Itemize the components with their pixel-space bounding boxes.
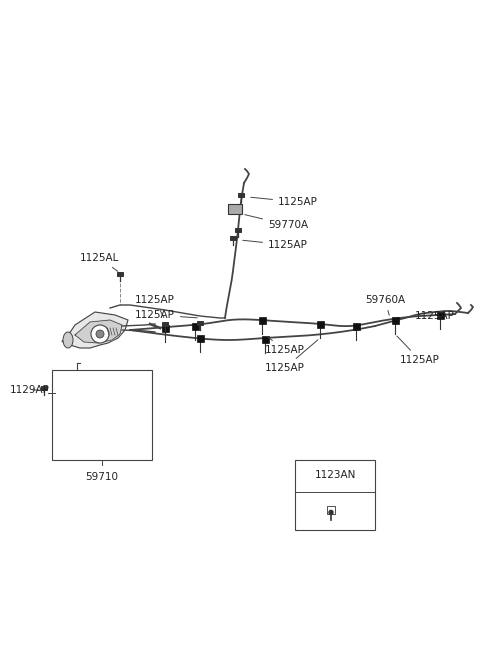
Bar: [436, 312, 444, 318]
Bar: [192, 322, 199, 329]
Text: 59760A: 59760A: [365, 295, 405, 315]
Ellipse shape: [63, 332, 73, 348]
FancyBboxPatch shape: [228, 204, 242, 214]
Text: 1125AP: 1125AP: [243, 240, 308, 250]
FancyBboxPatch shape: [117, 272, 123, 276]
Bar: [316, 320, 324, 328]
Bar: [295, 460, 375, 530]
Bar: [52, 370, 152, 460]
Circle shape: [96, 330, 104, 338]
Polygon shape: [75, 320, 122, 343]
FancyBboxPatch shape: [238, 193, 244, 197]
Bar: [196, 335, 204, 341]
FancyBboxPatch shape: [197, 320, 203, 326]
Text: 1125AP: 1125AP: [265, 337, 305, 355]
Text: 59770A: 59770A: [245, 215, 308, 230]
Polygon shape: [62, 312, 128, 348]
Bar: [161, 324, 168, 331]
Text: 1125AP: 1125AP: [415, 311, 455, 321]
Text: 1125AP: 1125AP: [135, 295, 175, 318]
Bar: [262, 335, 268, 343]
Text: 59710: 59710: [85, 472, 119, 482]
Text: 1125AP: 1125AP: [265, 340, 318, 373]
Bar: [352, 322, 360, 329]
Circle shape: [91, 325, 109, 343]
FancyBboxPatch shape: [235, 227, 241, 233]
Text: 1125AP: 1125AP: [135, 310, 197, 320]
Circle shape: [329, 510, 333, 514]
FancyBboxPatch shape: [230, 236, 236, 240]
Text: 1125AL: 1125AL: [80, 253, 120, 271]
FancyBboxPatch shape: [327, 506, 335, 514]
Text: 1125AP: 1125AP: [397, 336, 440, 365]
Text: 1125AP: 1125AP: [251, 197, 318, 207]
FancyBboxPatch shape: [162, 322, 168, 326]
Bar: [259, 316, 265, 324]
Text: 1129AP: 1129AP: [10, 385, 50, 395]
Text: 1123AN: 1123AN: [314, 470, 356, 480]
Bar: [392, 316, 398, 324]
FancyBboxPatch shape: [41, 386, 47, 390]
